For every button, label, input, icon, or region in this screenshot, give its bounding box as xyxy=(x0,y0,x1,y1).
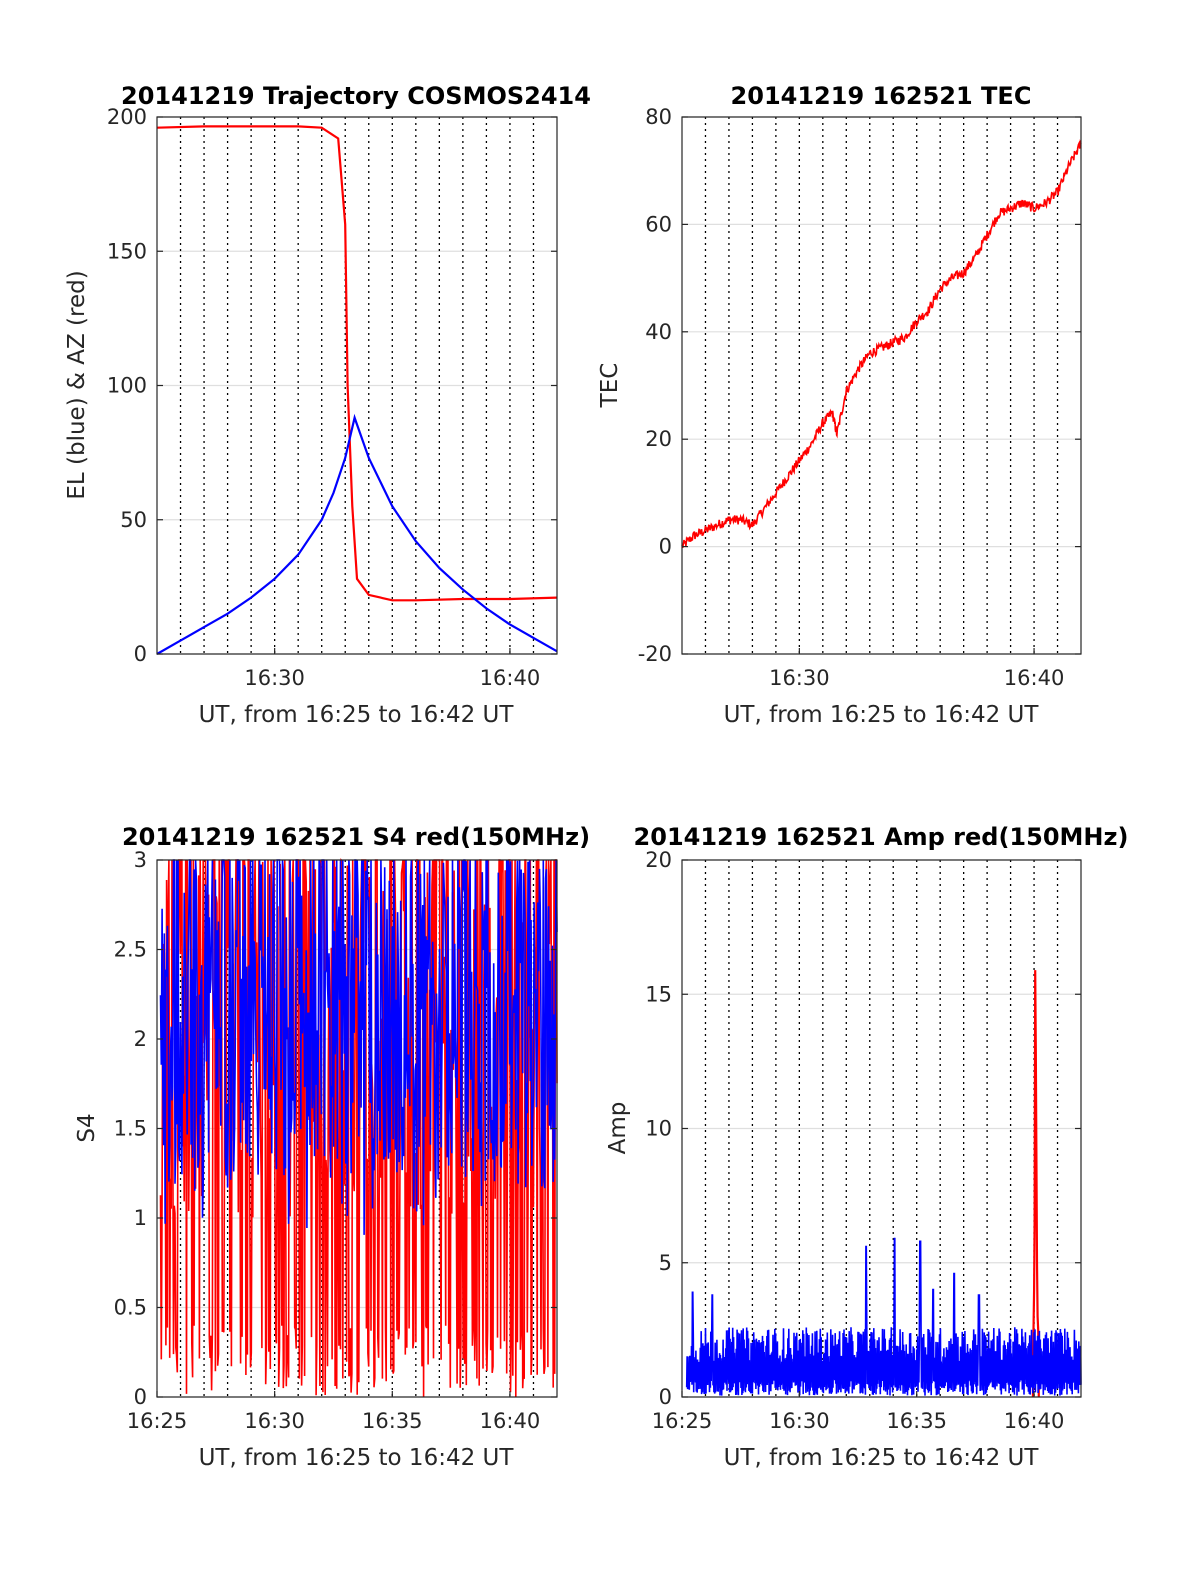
y-tick-label: 200 xyxy=(107,105,147,129)
s4-blue-series-line xyxy=(159,859,558,1235)
chart-title: 20141219 162521 Amp red(150MHz) xyxy=(634,823,1129,851)
y-tick-label: 0.5 xyxy=(114,1296,147,1320)
y-tick-label: 50 xyxy=(120,508,147,532)
y-tick-label: 80 xyxy=(645,105,672,129)
y-axis-label: TEC xyxy=(597,363,623,409)
y-tick-label: 1 xyxy=(134,1206,147,1230)
x-axis-label: UT, from 16:25 to 16:42 UT xyxy=(724,1445,1040,1471)
y-tick-label: 0 xyxy=(134,642,147,666)
x-tick-label: 16:40 xyxy=(1004,1409,1065,1433)
tec-series-line xyxy=(681,139,1082,549)
x-tick-label: 16:25 xyxy=(652,1409,713,1433)
y-axis-label: Amp xyxy=(605,1102,631,1155)
y-axis-label: EL (blue) & AZ (red) xyxy=(64,270,90,499)
x-axis-label: UT, from 16:25 to 16:42 UT xyxy=(199,702,515,728)
y-axis-label: S4 xyxy=(74,1113,100,1142)
elevation-series-line xyxy=(156,413,558,655)
x-axis-label: UT, from 16:25 to 16:42 UT xyxy=(199,1445,515,1471)
y-tick-label: 10 xyxy=(645,1117,672,1141)
y-tick-label: 0 xyxy=(134,1385,147,1409)
azimuth-series-line xyxy=(156,125,558,602)
panel-trajectory: 0 50 100 150 200 16:30 16:40 20141219 Trajecto… xyxy=(64,82,591,728)
y-tick-label: 20 xyxy=(645,848,672,872)
y-tick-label: 0 xyxy=(659,1385,672,1409)
panel-s4: 0 0.5 1 1.5 2 2.5 3 16:25 16:30 16:35 16:40 201412… xyxy=(74,823,590,1471)
y-tick-label: 100 xyxy=(107,374,147,398)
plot-area-frame xyxy=(681,116,1082,655)
amp-red-series-line xyxy=(1031,970,1040,1398)
y-tick-label: 20 xyxy=(645,427,672,451)
chart-title: 20141219 Trajectory COSMOS2414 xyxy=(121,82,591,110)
y-tick-label: 1.5 xyxy=(114,1117,147,1141)
y-tick-label: -20 xyxy=(638,642,672,666)
y-tick-label: 40 xyxy=(645,320,672,344)
x-tick-label: 16:25 xyxy=(127,1409,188,1433)
amp-blue-series-line xyxy=(685,1237,1082,1396)
y-tick-label: 2.5 xyxy=(114,938,147,962)
x-tick-label: 16:40 xyxy=(480,1409,541,1433)
y-tick-label: 3 xyxy=(134,848,147,872)
x-tick-label: 16:30 xyxy=(769,666,830,690)
x-tick-label: 16:35 xyxy=(362,1409,423,1433)
chart-title: 20141219 162521 S4 red(150MHz) xyxy=(122,823,590,851)
x-tick-label: 16:40 xyxy=(480,666,541,690)
y-tick-label: 60 xyxy=(645,212,672,236)
y-tick-label: 2 xyxy=(134,1027,147,1051)
panel-tec: -20 0 20 40 60 80 16:30 16:40 20141219 162521 T… xyxy=(597,82,1082,728)
panel-amp: 0 5 10 15 20 16:25 16:30 16:35 16:40 20141219 16… xyxy=(605,823,1128,1471)
y-tick-label: 5 xyxy=(659,1251,672,1275)
x-tick-label: 16:40 xyxy=(1004,666,1065,690)
y-tick-label: 150 xyxy=(107,239,147,263)
x-tick-label: 16:30 xyxy=(769,1409,830,1433)
y-tick-label: 0 xyxy=(659,535,672,559)
s4-red-series-line xyxy=(159,858,558,1397)
x-tick-label: 16:30 xyxy=(244,666,305,690)
chart-title: 20141219 162521 TEC xyxy=(731,82,1032,110)
y-tick-label: 15 xyxy=(645,982,672,1006)
x-axis-label: UT, from 16:25 to 16:42 UT xyxy=(724,702,1040,728)
x-tick-label: 16:35 xyxy=(886,1409,947,1433)
x-tick-label: 16:30 xyxy=(244,1409,305,1433)
